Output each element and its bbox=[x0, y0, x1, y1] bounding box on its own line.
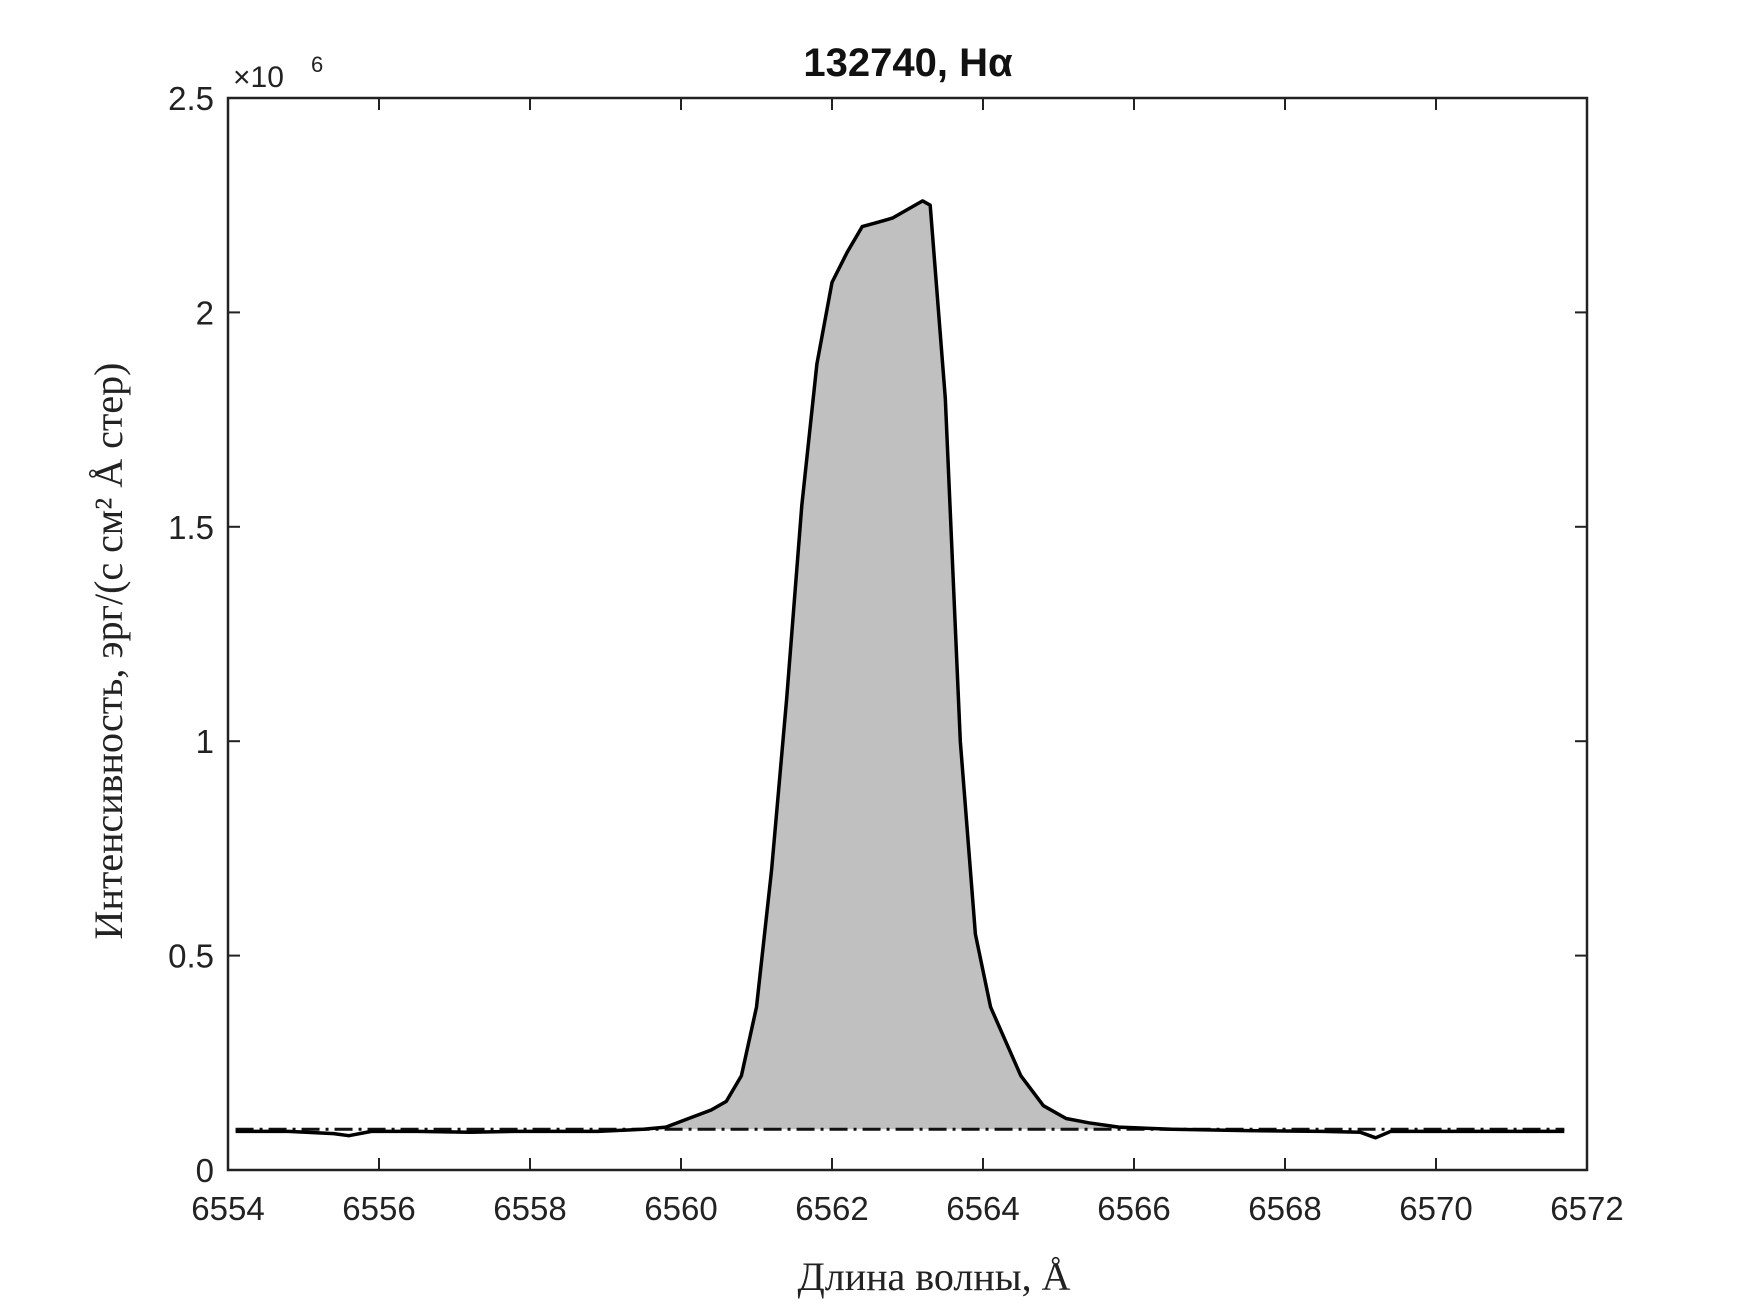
x-tick-label: 6562 bbox=[795, 1190, 868, 1227]
x-tick-label: 6564 bbox=[946, 1190, 1019, 1227]
x-tick-label: 6560 bbox=[644, 1190, 717, 1227]
y-multiplier-exponent: 6 bbox=[311, 52, 323, 77]
x-axis: 6554 6556 6558 6560 6562 6564 6566 6568 6570 6572 bbox=[191, 98, 1624, 1227]
x-axis-label: Длина волны, Å bbox=[797, 1254, 1070, 1299]
x-tick-label: 6572 bbox=[1550, 1190, 1623, 1227]
axes-frame bbox=[226, 96, 1589, 1172]
y-tick-label: 2 bbox=[196, 294, 214, 331]
y-axis: 0 0.5 1 1.5 2 2.5 bbox=[168, 80, 1587, 1189]
y-tick-label: 0.5 bbox=[168, 938, 214, 975]
y-axis-label: Интенсивность, эрг/(с см² Å стер) bbox=[86, 363, 131, 940]
chart-title: 132740, Hα bbox=[803, 41, 1013, 85]
y-tick-label: 1 bbox=[196, 723, 214, 760]
x-tick-label: 6556 bbox=[342, 1190, 415, 1227]
x-tick-label: 6566 bbox=[1097, 1190, 1170, 1227]
y-multiplier-label: ×10 bbox=[233, 61, 284, 94]
x-tick-label: 6568 bbox=[1248, 1190, 1321, 1227]
x-tick-label: 6570 bbox=[1399, 1190, 1472, 1227]
x-tick-label: 6558 bbox=[493, 1190, 566, 1227]
plot-area bbox=[235, 199, 1565, 1140]
emission-area-fill bbox=[235, 200, 1565, 1130]
spectrum-line bbox=[235, 199, 1565, 1140]
y-tick-label: 2.5 bbox=[168, 80, 214, 117]
x-tick-label: 6554 bbox=[191, 1190, 264, 1227]
y-tick-label: 1.5 bbox=[168, 509, 214, 546]
y-tick-label: 0 bbox=[196, 1152, 214, 1189]
